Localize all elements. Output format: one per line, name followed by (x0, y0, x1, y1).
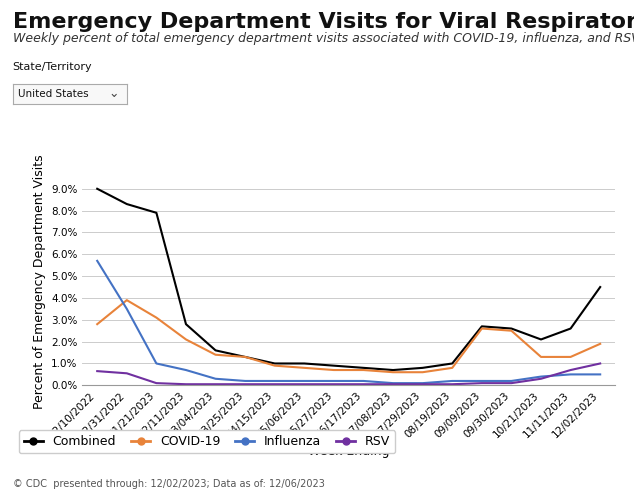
Legend: Combined, COVID-19, Influenza, RSV: Combined, COVID-19, Influenza, RSV (19, 430, 396, 453)
Text: ⌄: ⌄ (108, 87, 119, 100)
X-axis label: Week Ending: Week Ending (308, 445, 389, 458)
Text: United States: United States (18, 89, 89, 99)
Text: Weekly percent of total emergency department visits associated with COVID-19, in: Weekly percent of total emergency depart… (13, 32, 634, 45)
Text: State/Territory: State/Territory (13, 62, 93, 72)
Y-axis label: Percent of Emergency Department Visits: Percent of Emergency Department Visits (32, 154, 46, 409)
Text: © CDC  presented through: 12/02/2023; Data as of: 12/06/2023: © CDC presented through: 12/02/2023; Dat… (13, 479, 325, 489)
Text: Emergency Department Visits for Viral Respiratory Illness: Emergency Department Visits for Viral Re… (13, 12, 634, 32)
